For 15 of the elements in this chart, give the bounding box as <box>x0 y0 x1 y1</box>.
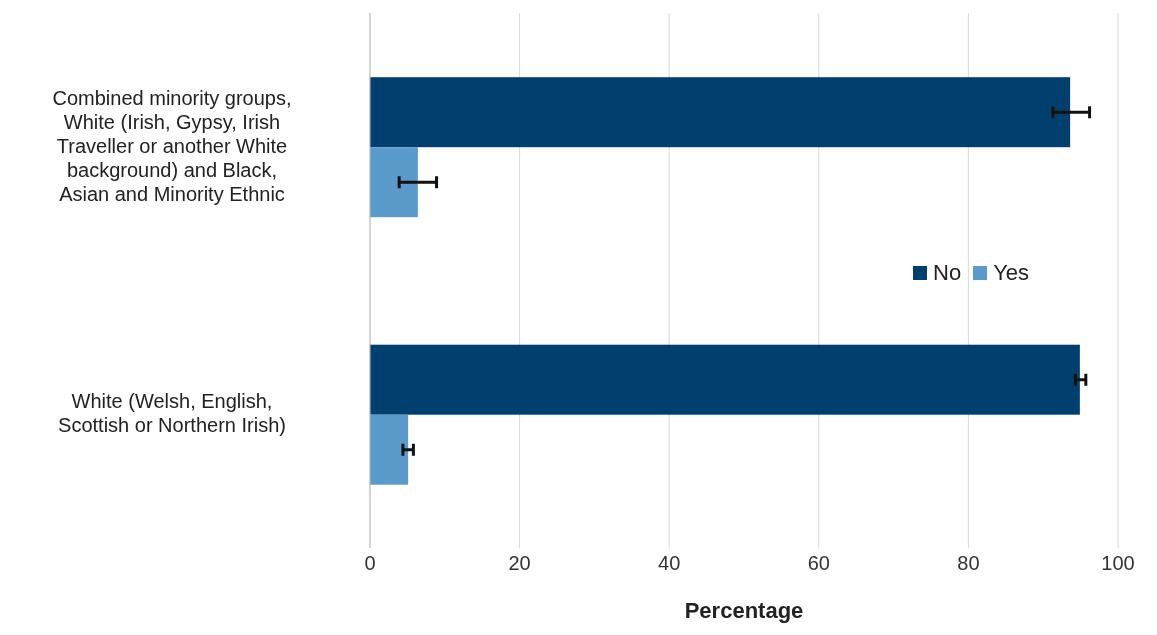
legend-label: No <box>932 260 962 286</box>
x-tick-label: 0 <box>364 552 376 575</box>
x-tick-label: 20 <box>508 552 531 575</box>
bar <box>370 344 1080 415</box>
bar <box>370 77 1071 148</box>
x-axis-title: Percentage <box>684 598 804 623</box>
y-tick-label: Combined minority groups, White (Irish, Gypsy, Irish Traveller or another White background) and Black, Asian and Minority Ethnic <box>52 86 292 205</box>
legend-label: Yes <box>992 260 1030 286</box>
x-tick-label: 100 <box>1101 552 1135 575</box>
bar <box>370 147 418 218</box>
x-tick-label: 80 <box>957 552 980 575</box>
bar <box>370 414 409 485</box>
x-tick-label: 40 <box>658 552 681 575</box>
x-tick-label: 60 <box>807 552 830 575</box>
y-tick-label: White (Welsh, English, Scottish or Northern Irish) <box>58 390 286 437</box>
